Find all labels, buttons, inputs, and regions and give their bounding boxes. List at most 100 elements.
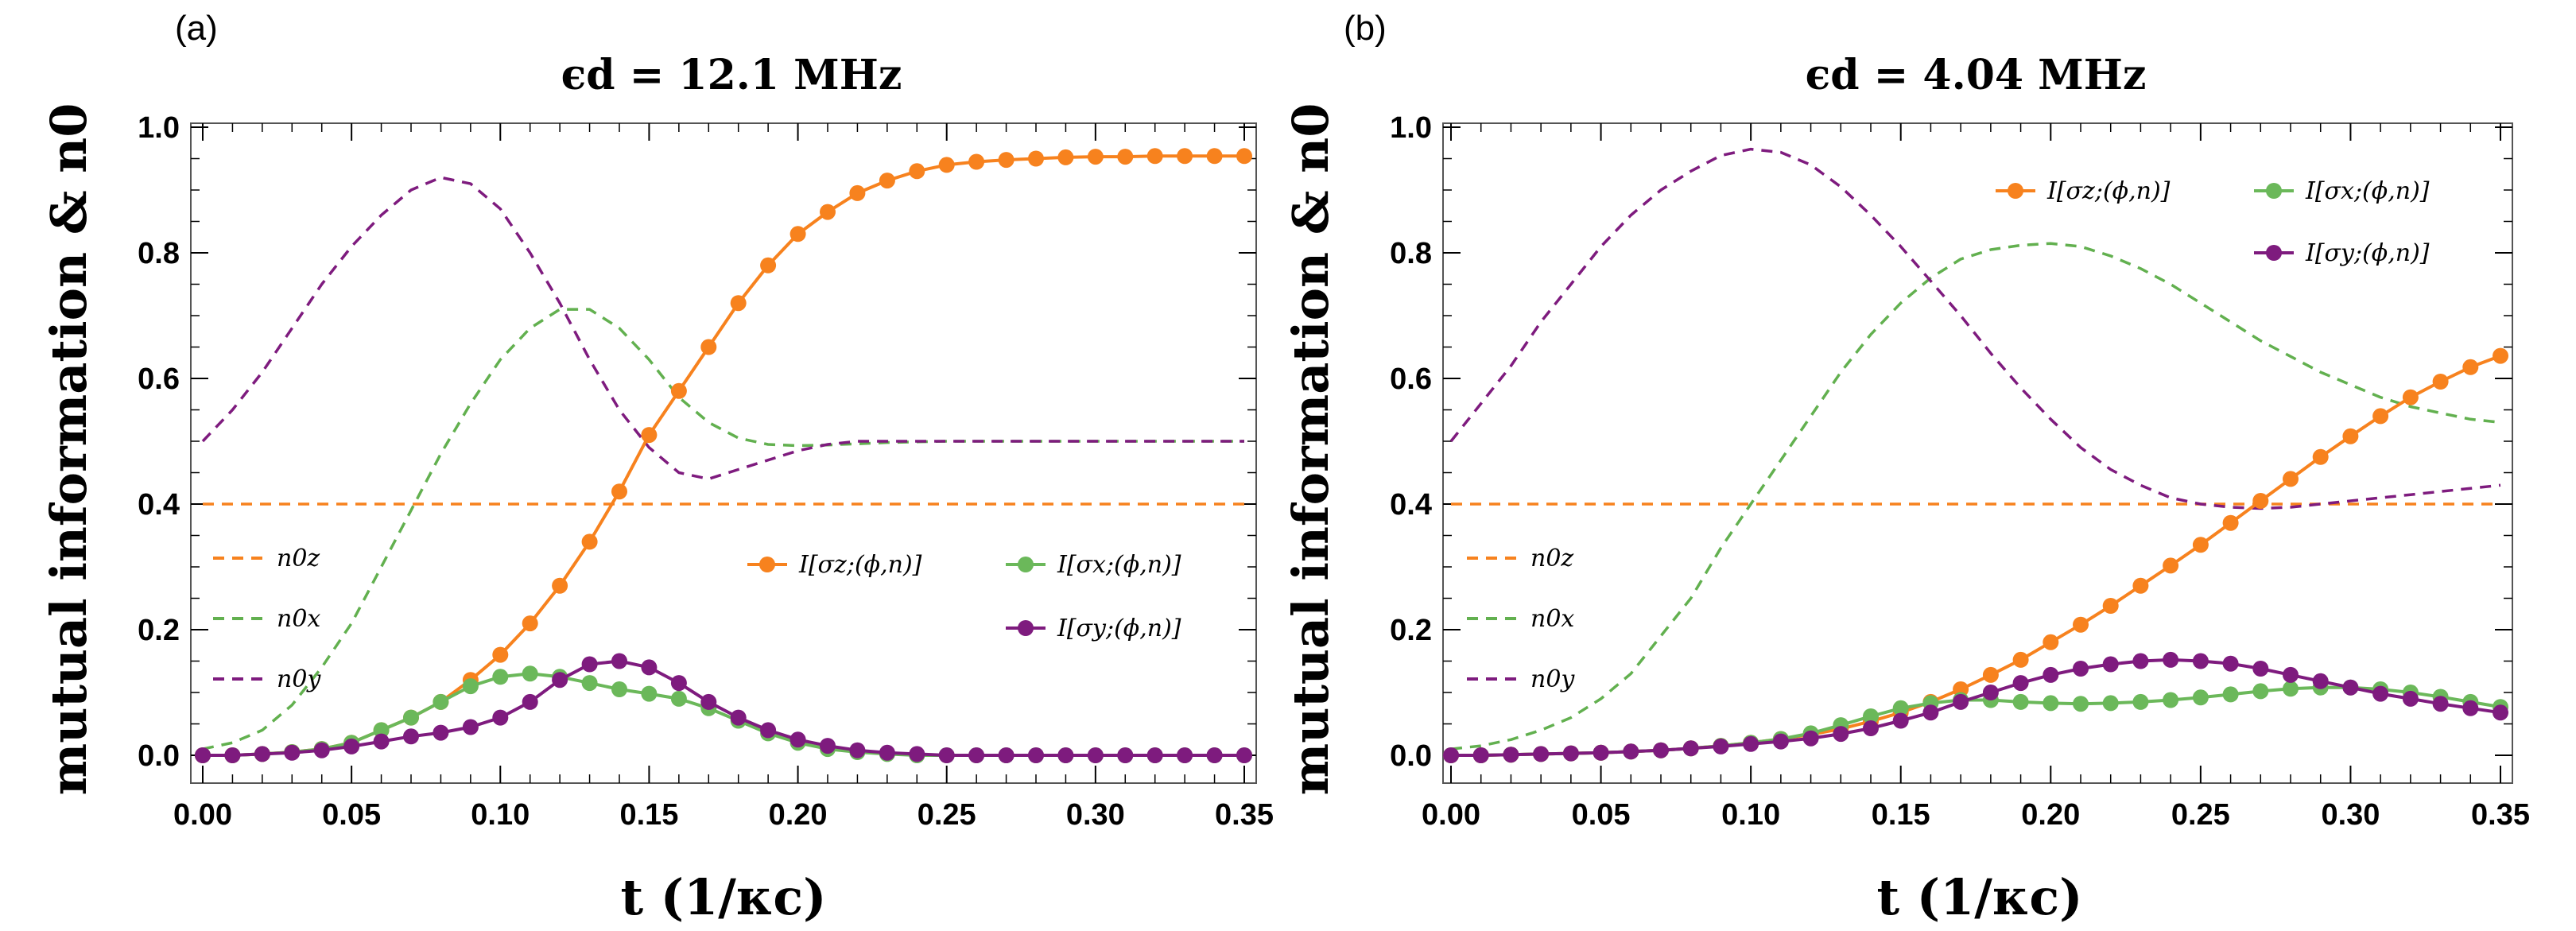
data-point-i-z-n- (1117, 149, 1134, 165)
data-point-i-y-n- (403, 728, 419, 745)
y-tick-label: 0.2 (1390, 614, 1432, 647)
y-tick-label: 0.4 (1390, 488, 1432, 522)
series-line-n0x (1450, 242, 2501, 751)
data-point-i-y-n- (1713, 738, 1729, 754)
data-point-i-z-n- (2432, 374, 2449, 390)
data-point-i-z-n- (760, 257, 777, 273)
data-point-i-z-n- (2372, 408, 2389, 425)
data-point-i-z-n- (1057, 149, 1074, 165)
legend-iz-swatch-marker (2008, 183, 2023, 199)
legend-n0z-label: n0z (277, 545, 320, 572)
x-tick-label: 0.00 (1422, 798, 1480, 832)
data-point-i-z-n- (2342, 428, 2359, 444)
x-tick-label: 0.30 (2321, 798, 2380, 832)
panel-b: 0.0 0.2 0.4 0.6 0.8 1.0 0.00 0.05 0.10 0.15 0.20 0.… (1282, 9, 2530, 926)
data-point-i-x-n- (641, 685, 658, 702)
data-point-i-y-n- (1772, 733, 1789, 750)
data-point-i-x-n- (581, 675, 598, 692)
data-point-i-z-n- (2192, 537, 2209, 553)
panel-a-y-axis-title: mutual information & n0 (40, 103, 98, 796)
panel-b-title: ϵd = 4.04 MHz (1806, 51, 2147, 99)
data-point-i-x-n- (2252, 683, 2269, 700)
data-point-i-z-n- (1982, 666, 1999, 683)
legend-iy-label: I[σy;(ϕ,n)] (2305, 239, 2430, 267)
data-point-i-z-n- (2012, 651, 2029, 668)
data-point-i-x-n- (403, 709, 419, 726)
data-point-i-z-n- (2222, 514, 2239, 531)
data-point-i-y-n- (2312, 673, 2329, 689)
data-point-i-x-n- (2222, 686, 2239, 703)
y-tick-label: 1.0 (1390, 111, 1432, 145)
data-point-i-z-n- (611, 483, 627, 500)
data-point-i-z-n- (998, 152, 1014, 169)
data-point-i-y-n- (2043, 666, 2059, 683)
panel-b-x-axis-title: t (1/κc) (1877, 868, 2083, 926)
data-point-i-x-n- (2012, 693, 2029, 710)
data-point-i-y-n- (224, 747, 241, 763)
data-point-i-z-n- (730, 295, 747, 312)
panel-a-x-axis-title: t (1/κc) (621, 868, 827, 926)
data-point-i-y-n- (1117, 747, 1134, 763)
panel-a-title: ϵd = 12.1 MHz (561, 51, 902, 99)
data-point-i-y-n- (2462, 700, 2479, 716)
x-tick-label: 0.25 (2171, 798, 2230, 832)
data-point-i-z-n- (641, 427, 658, 444)
data-point-i-z-n- (1177, 148, 1193, 165)
y-tick-label: 0.2 (138, 614, 180, 647)
data-point-i-x-n- (2163, 692, 2179, 708)
series-line-i-z-n- (203, 154, 1244, 757)
data-point-i-y-n- (2132, 653, 2149, 669)
x-tick-label: 0.10 (471, 798, 530, 832)
data-point-i-y-n- (2252, 661, 2269, 677)
data-point-i-y-n- (938, 747, 955, 763)
data-point-i-y-n- (433, 724, 449, 741)
y-tick-label: 0.0 (1390, 739, 1432, 773)
data-point-i-x-n- (2132, 693, 2149, 710)
panel-a-legend-markers: I[σz;(ϕ,n)] I[σx;(ϕ,n)] I[σy;(ϕ,n)] (747, 551, 1181, 642)
data-point-i-x-n- (492, 669, 509, 685)
data-point-i-y-n- (1743, 735, 1759, 752)
data-point-i-y-n- (1443, 747, 1459, 763)
data-point-i-z-n- (849, 184, 866, 201)
data-point-i-y-n- (968, 747, 985, 763)
data-point-i-x-n- (2283, 681, 2299, 697)
data-point-i-y-n- (492, 709, 509, 726)
data-point-i-y-n- (1593, 744, 1609, 761)
data-point-i-z-n- (2073, 616, 2089, 633)
data-point-i-y-n- (670, 675, 687, 692)
data-point-i-x-n- (2073, 696, 2089, 712)
x-tick-label: 0.30 (1066, 798, 1125, 832)
data-point-i-x-n- (2102, 695, 2119, 712)
data-point-i-y-n- (2372, 685, 2389, 702)
data-point-i-z-n- (2462, 359, 2479, 375)
data-point-i-y-n- (1472, 747, 1489, 763)
data-point-i-y-n- (2432, 696, 2449, 712)
data-point-i-z-n- (909, 163, 925, 180)
data-point-i-y-n- (2342, 679, 2359, 696)
panel-b-legend-markers: I[σz;(ϕ,n)] I[σx;(ϕ,n)] I[σy;(ϕ,n)] (1996, 177, 2430, 267)
x-tick-label: 0.10 (1721, 798, 1780, 832)
data-point-i-y-n- (2073, 661, 2089, 677)
data-point-i-z-n- (879, 173, 895, 189)
y-tick-label: 0.4 (138, 488, 180, 522)
data-point-i-z-n- (820, 204, 836, 220)
data-point-i-z-n- (2283, 471, 2299, 487)
legend-n0x-label: n0x (1530, 605, 1574, 633)
data-point-i-y-n- (552, 672, 568, 689)
series-line-n0y (201, 176, 1244, 481)
legend-iz-label: I[σz;(ϕ,n)] (798, 551, 922, 579)
data-point-i-y-n- (373, 733, 390, 750)
panel-b-legend-dashed: n0z n0x n0y (1467, 545, 1575, 693)
legend-iy-swatch-marker (1018, 620, 1034, 636)
data-point-i-y-n- (2493, 704, 2508, 721)
data-point-i-z-n- (1146, 148, 1163, 165)
y-tick-label: 0.0 (138, 739, 180, 773)
data-point-i-y-n- (730, 709, 747, 726)
data-point-i-y-n- (1562, 745, 1579, 762)
data-point-i-z-n- (968, 153, 985, 170)
data-point-i-y-n- (522, 693, 538, 710)
data-point-i-x-n- (611, 681, 627, 697)
data-point-i-y-n- (789, 731, 806, 748)
panel-a-legend-dashed: n0z n0x n0y (213, 545, 321, 693)
x-tick-label: 0.25 (918, 798, 976, 832)
